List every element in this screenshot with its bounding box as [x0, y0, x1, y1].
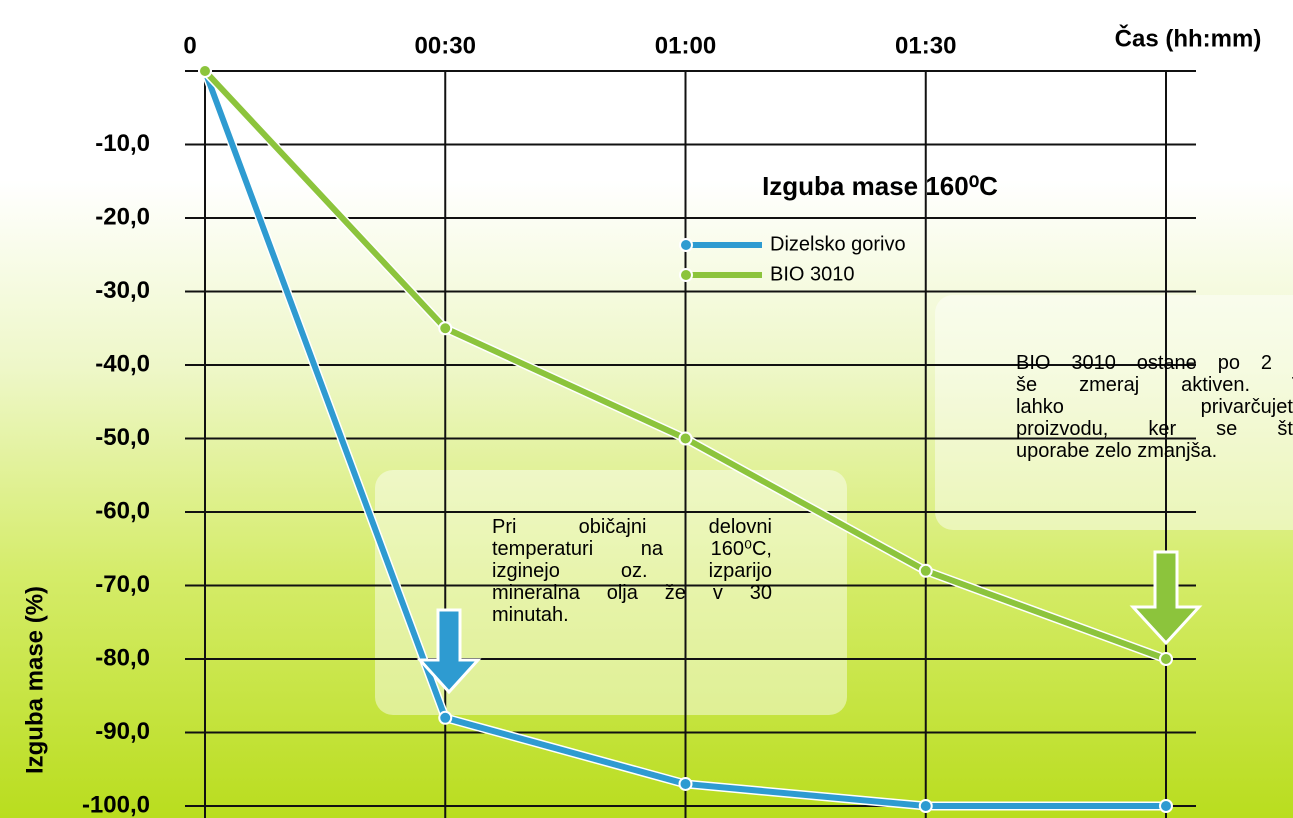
- legend-marker: [679, 268, 693, 282]
- x-tick-label: 01:30: [895, 32, 956, 59]
- annotation-line: minutah.: [492, 604, 569, 626]
- y-axis-label: Izguba mase (%): [21, 586, 48, 774]
- point: [918, 799, 933, 813]
- x-tick-label: 0: [183, 32, 196, 59]
- annotation-line: še zmeraj aktiven. T: [1016, 374, 1293, 396]
- point: [678, 431, 693, 446]
- legend-label: Dizelsko gorivo: [770, 233, 906, 255]
- chart-title: Izguba mase 160⁰C: [762, 171, 998, 201]
- note-box: [935, 295, 1293, 530]
- annotation-line: temperaturi na 160⁰C,: [492, 538, 772, 560]
- y-tick-label: -30,0: [95, 277, 150, 304]
- point: [438, 710, 453, 725]
- y-tick-label: -50,0: [95, 424, 150, 451]
- legend-label: BIO 3010: [770, 263, 855, 285]
- y-tick-label: -10,0: [95, 130, 150, 157]
- arrow-down: [416, 608, 482, 695]
- y-tick-label: -80,0: [95, 644, 150, 671]
- annotation-line: proizvodu, ker se šte: [1016, 418, 1293, 440]
- y-tick-label: -60,0: [95, 497, 150, 524]
- point: [678, 776, 693, 791]
- y-tick-label: -40,0: [95, 350, 150, 377]
- point: [198, 64, 212, 78]
- annotation-line: Pri običajni delovni: [492, 516, 772, 538]
- point: [1159, 652, 1173, 666]
- point: [1159, 799, 1173, 813]
- point: [918, 563, 933, 578]
- y-tick-label: -20,0: [95, 203, 150, 230]
- annotation: BIO 3010 ostane po 2 u še zmeraj aktiven.…: [1016, 352, 1293, 462]
- y-tick-label: -90,0: [95, 718, 150, 745]
- legend-marker: [679, 238, 693, 252]
- annotation-line: lahko privarčujete: [1016, 396, 1293, 418]
- note-box: [375, 470, 847, 715]
- annotation-line: izginejo oz. izparijo: [492, 560, 772, 582]
- arrow-down: [1129, 550, 1203, 646]
- x-tick-label: 00:30: [415, 32, 476, 59]
- annotation-line: uporabe zelo zmanjša.: [1016, 440, 1218, 462]
- y-tick-label: -100,0: [82, 791, 150, 818]
- point: [438, 321, 453, 336]
- annotation: Pri običajni delovni temperaturi na 160⁰C…: [492, 516, 772, 626]
- y-tick-label: -70,0: [95, 571, 150, 598]
- annotation-line: BIO 3010 ostane po 2 u: [1016, 352, 1293, 374]
- x-tick-label: 01:00: [655, 32, 716, 59]
- x-axis-label: Čas (hh:mm): [1115, 24, 1262, 52]
- annotation-line: mineralna olja že v 30: [492, 582, 772, 604]
